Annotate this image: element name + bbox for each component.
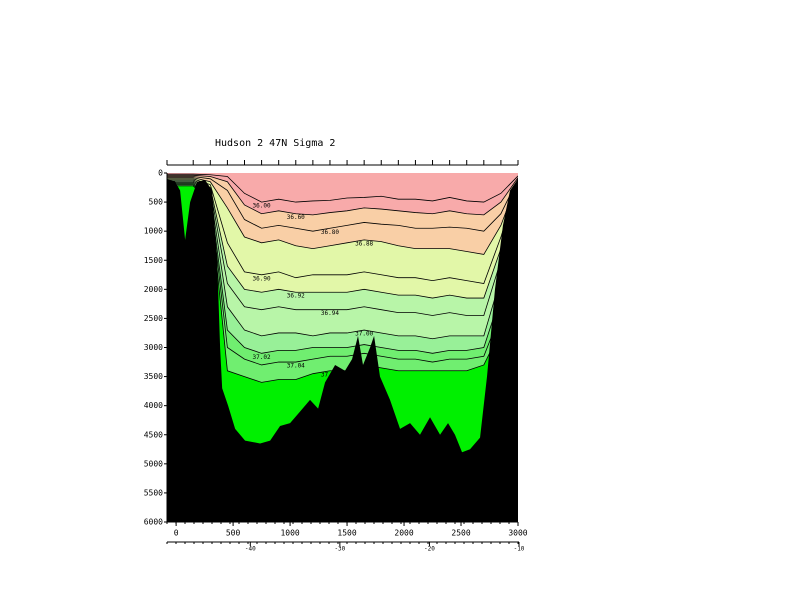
band (167, 177, 518, 284)
x2-tick-label: -40 (245, 546, 256, 553)
x2-tick-label: -30 (334, 546, 345, 553)
contour-label: 36.94 (321, 310, 339, 317)
y-tick-label: 5000 (144, 459, 163, 468)
x-tick-label: 1500 (337, 529, 356, 538)
contour-line (167, 183, 518, 354)
chart-title: Hudson 2 47N Sigma 2 (215, 138, 335, 149)
contour-line (167, 181, 518, 340)
contour-line (167, 178, 518, 284)
y-tick-label: 4500 (144, 430, 163, 439)
contour-line (167, 173, 518, 203)
y-tick-label: 1000 (144, 227, 163, 236)
x-tick-label: 500 (226, 529, 241, 538)
band (167, 184, 518, 383)
contour-label: 36.92 (287, 293, 305, 300)
axes: 0500100015002000250030003500400045005000… (144, 160, 528, 553)
y-tick-label: 3000 (144, 343, 163, 352)
contour-label: 36.80 (321, 229, 339, 236)
band (167, 181, 518, 339)
x-tick-label: 0 (174, 529, 179, 538)
y-tick-label: 6000 (144, 518, 163, 527)
plot-area: 36.00 36.60 36.80 36.88 36.90 36.92 36.94 37.00… (167, 173, 518, 522)
x-tick-label: 2500 (451, 529, 470, 538)
y-tick-label: 2000 (144, 285, 163, 294)
x-tick-label: 1000 (280, 529, 299, 538)
contour-label: 36.90 (253, 275, 271, 282)
x2-tick-label: -20 (424, 546, 435, 553)
contour-line (167, 180, 518, 316)
y-tick-label: 500 (149, 198, 164, 207)
y-tick-label: 3500 (144, 372, 163, 381)
contour-label: 37.02 (253, 354, 271, 361)
contour-line (167, 176, 518, 232)
y-tick-label: 0 (158, 169, 163, 178)
band (167, 173, 518, 203)
x-tick-label: 2000 (394, 529, 413, 538)
y-tick-label: 5500 (144, 488, 163, 497)
y-tick-label: 2500 (144, 314, 163, 323)
band (167, 174, 518, 215)
bathymetry (167, 178, 518, 522)
y-tick-label: 1500 (144, 256, 163, 265)
band (167, 176, 518, 255)
contour-label: 36.60 (287, 214, 305, 221)
band (167, 175, 518, 232)
y-tick-label: 4000 (144, 401, 163, 410)
contour-line (167, 177, 518, 255)
contour-line (167, 179, 518, 299)
contour-label: 37.00 (355, 331, 373, 338)
band (167, 179, 518, 316)
contour-line (167, 184, 518, 366)
x2-tick-label: -10 (514, 546, 525, 553)
contour-line (167, 174, 518, 216)
x-tick-label: 3000 (508, 529, 527, 538)
contour-label: 36.00 (253, 203, 271, 210)
contour-label: 36.88 (355, 240, 373, 247)
band (167, 178, 518, 299)
contour-label: 37.04 (287, 363, 305, 370)
